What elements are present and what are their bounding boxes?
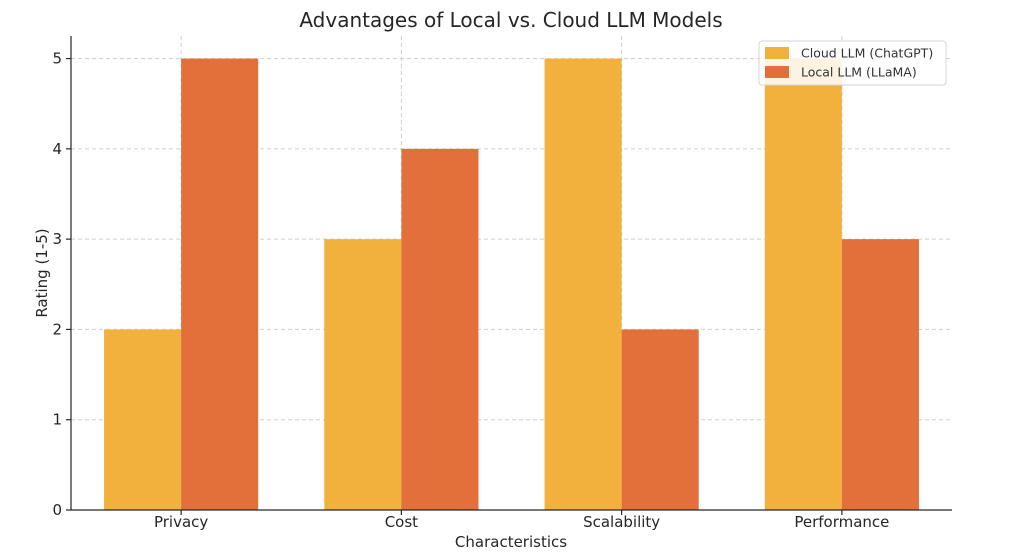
x-axis-label: Characteristics [455,533,567,551]
chart-title: Advantages of Local vs. Cloud LLM Models [299,8,722,32]
y-ticks: 0 1 2 3 4 5 [52,50,71,519]
y-axis-label: Rating (1-5) [33,228,51,317]
x-tick-label: Scalability [583,513,660,531]
legend-swatch [765,47,789,59]
bar-cloud-scalability [544,58,622,510]
axes [70,36,952,511]
bar-local-cost [401,148,479,510]
legend: Cloud LLM (ChatGPT) Local LLM (LLaMA) [758,40,947,86]
bar-cloud-performance [764,58,842,510]
x-tick-label: Privacy [154,513,208,531]
legend-swatch [765,66,789,78]
bar-cloud-cost [324,239,402,510]
bar-local-scalability [621,329,699,510]
bars [104,58,919,510]
bar-local-performance [841,239,919,510]
y-tick-label: 5 [52,50,62,68]
y-tick-label: 1 [52,411,62,429]
x-ticks: Privacy Cost Scalability Performance [154,510,889,531]
bar-cloud-privacy [104,329,182,510]
x-tick-label: Cost [385,513,418,531]
bar-local-privacy [181,58,259,510]
x-tick-label: Performance [794,513,889,531]
y-tick-label: 0 [52,501,62,519]
legend-label: Cloud LLM (ChatGPT) [801,46,933,61]
y-tick-label: 2 [52,320,62,338]
legend-box [758,40,947,86]
y-tick-label: 3 [52,230,62,248]
legend-label: Local LLM (LLaMA) [801,65,917,80]
y-tick-label: 4 [52,140,62,158]
